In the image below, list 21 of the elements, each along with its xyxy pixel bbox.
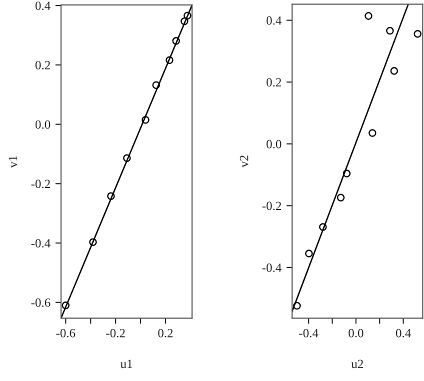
y-tick-label: 0.0 [35,120,50,129]
y-axis-title: v1 [8,156,18,168]
x-tick-label: 0.2 [158,328,173,338]
y-tick-label: 0.2 [35,60,50,70]
x-axis-title: u1 [120,360,132,368]
x-tick-label: -0.2 [106,328,125,338]
y-tick-label: -0.6 [31,298,50,307]
y-tick-label: 0.4 [266,16,282,25]
y-tick-label: -0.4 [31,239,50,248]
y-tick-label: -0.4 [262,263,282,272]
y-tick-label: 0.0 [266,140,282,148]
x-tick-label: -0.6 [56,328,76,338]
x-tick-label: 0.4 [396,328,411,338]
x-axis-title: u2 [351,360,363,368]
x-tick-label: 0.0 [348,328,364,338]
y-tick-label: -0.2 [262,202,282,210]
y-axis-title: v2 [240,156,248,168]
y-tick-label: 0.4 [35,2,50,10]
x-tick-label: -0.4 [299,328,318,338]
y-tick-label: 0.2 [266,78,282,87]
y-tick-label: -0.2 [31,180,50,188]
